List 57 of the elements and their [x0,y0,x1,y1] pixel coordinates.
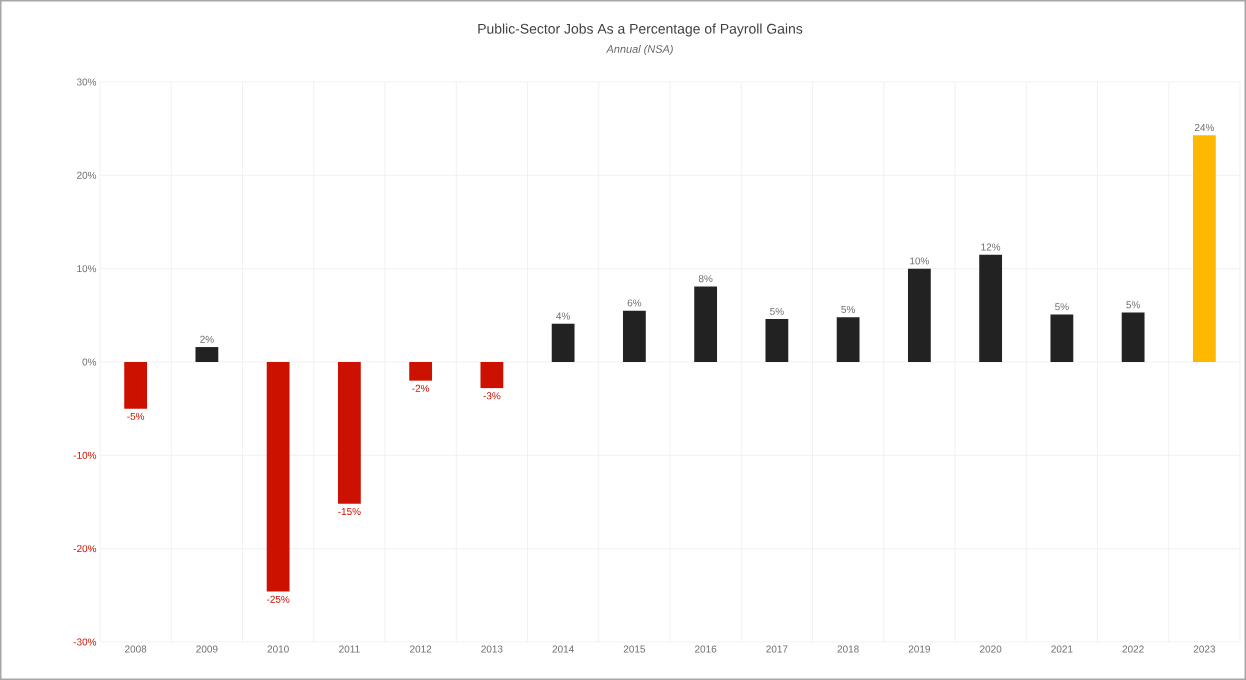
data-label: 12% [981,243,1001,251]
bar [124,361,148,409]
data-label: 5% [1055,303,1069,311]
data-label: 8% [698,275,713,283]
x-tick-label: 2016 [695,645,717,653]
data-label: 5% [1126,301,1140,309]
x-tick-label: 2019 [908,645,930,653]
bar [622,310,646,362]
bar [195,347,219,362]
y-tick-label: 30% [76,78,97,86]
y-tick-label: -30% [73,638,97,646]
x-tick-label: 2011 [339,645,360,653]
bar [266,361,290,592]
y-tick-label: -20% [73,545,97,553]
bar [409,361,433,381]
x-tick-label: 2020 [980,645,1002,653]
bar [1050,314,1074,362]
bar [765,319,789,362]
bar [979,254,1003,362]
chart-title: Public-Sector Jobs As a Percentage of Payroll Gains [478,23,803,37]
x-tick-label: 2022 [1122,645,1144,653]
data-label: 4% [556,312,570,320]
bar [337,361,361,504]
x-tick-label: 2008 [125,645,147,653]
data-label: 5% [770,307,784,315]
y-tick-label: -10% [73,451,97,459]
x-tick-label: 2017 [766,645,788,653]
data-label: -15% [338,508,361,516]
bar [551,323,575,362]
data-label: 24% [1194,123,1214,131]
bar [1121,312,1145,362]
data-label: -5% [127,412,145,420]
x-tick-label: 2010 [267,645,289,653]
data-label: -2% [412,384,430,392]
data-label: 5% [841,305,855,313]
data-label: -3% [483,392,501,400]
bar [480,361,504,389]
x-tick-label: 2015 [623,645,646,653]
data-label: 2% [200,335,214,343]
x-tick-label: 2012 [410,645,432,653]
y-tick-label: 10% [77,265,97,273]
bar [694,286,718,362]
data-label: 10% [910,257,929,265]
x-tick-label: 2018 [837,645,859,653]
y-tick-label: 0% [82,358,97,366]
chart-subtitle: Annual (NSA) [605,44,673,56]
x-tick-label: 2014 [552,645,574,653]
bar [836,317,860,362]
x-tick-label: 2021 [1051,645,1073,653]
data-label: -25% [266,595,290,603]
y-tick-label: 20% [77,171,97,179]
x-tick-label: 2009 [196,645,218,653]
bar [907,268,931,362]
x-tick-label: 2013 [481,645,503,653]
x-tick-label: 2023 [1193,645,1216,653]
bar [1192,135,1216,362]
data-label: 6% [627,299,642,307]
